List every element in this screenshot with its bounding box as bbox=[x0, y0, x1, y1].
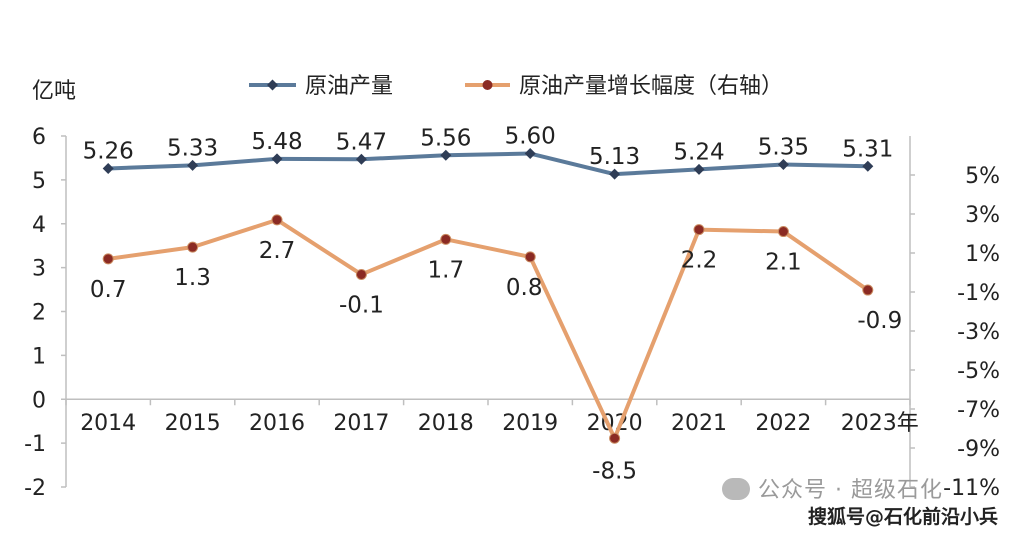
production-data-label: 5.56 bbox=[420, 125, 471, 151]
legend-production-label: 原油产量 bbox=[305, 74, 393, 99]
left-axis-unit: 亿吨 bbox=[32, 79, 76, 104]
growth-data-label: 2.2 bbox=[681, 248, 718, 274]
production-data-label: 5.33 bbox=[167, 135, 218, 161]
watermark-line2: 搜狐号@石化前沿小兵 bbox=[808, 506, 999, 528]
production-point bbox=[693, 163, 705, 175]
series-layer: 5.26 5.33 5.48 5.47 5.56 5.60 5.13 5.24 5.35 5.31… bbox=[83, 124, 903, 485]
production-data-label: 5.24 bbox=[673, 139, 724, 165]
production-point bbox=[862, 160, 874, 172]
growth-data-label: -0.1 bbox=[339, 292, 384, 318]
x-tick-label: 2014 bbox=[80, 411, 136, 436]
x-tick-label: 2015 bbox=[165, 411, 221, 436]
watermark-line1: 公众号 · 超级石化 bbox=[722, 472, 943, 504]
growth-data-label: 0.8 bbox=[506, 275, 543, 301]
x-tick-label: 2021 bbox=[671, 411, 727, 436]
growth-point bbox=[693, 224, 705, 236]
growth-point bbox=[102, 253, 114, 265]
x-tick-label: 2018 bbox=[418, 411, 474, 436]
x-tick-label: 2016 bbox=[249, 411, 305, 436]
left-tick-label: -2 bbox=[24, 476, 46, 501]
growth-point bbox=[524, 251, 536, 263]
x-tick-label: 2022 bbox=[755, 411, 811, 436]
growth-point bbox=[609, 432, 621, 444]
x-tick-label: 2020 bbox=[587, 411, 643, 436]
production-data-label: 5.31 bbox=[842, 136, 893, 162]
left-tick-label: 2 bbox=[32, 301, 46, 326]
production-data-label: 5.35 bbox=[758, 135, 809, 161]
wechat-icon bbox=[722, 478, 750, 500]
growth-data-label: -8.5 bbox=[592, 458, 637, 484]
production-data-label: 5.47 bbox=[336, 129, 387, 155]
right-tick-label: -7% bbox=[957, 398, 1000, 423]
growth-point bbox=[271, 214, 283, 226]
x-tick-label: 2019 bbox=[502, 411, 558, 436]
growth-data-label: 1.3 bbox=[174, 265, 211, 291]
right-tick-label: 3% bbox=[965, 203, 1000, 228]
production-point bbox=[440, 149, 452, 161]
production-line bbox=[108, 151, 868, 177]
left-tick-label: 6 bbox=[32, 125, 46, 150]
legend-production-marker bbox=[267, 79, 278, 91]
production-point bbox=[355, 153, 367, 165]
right-tick-label: -5% bbox=[957, 359, 1000, 384]
x-tick-label: 2017 bbox=[333, 411, 389, 436]
growth-data-label: 1.7 bbox=[428, 257, 465, 283]
growth-point bbox=[440, 233, 452, 245]
production-point bbox=[102, 162, 114, 174]
legend-growth-label: 原油产量增长幅度（右轴） bbox=[519, 74, 783, 99]
right-tick-label: 1% bbox=[965, 242, 1000, 267]
left-tick-label: 1 bbox=[32, 344, 46, 369]
left-tick-label: 0 bbox=[32, 388, 46, 413]
right-tick-label: -1% bbox=[957, 281, 1000, 306]
left-tick-label: 5 bbox=[32, 169, 46, 194]
growth-data-label: 2.1 bbox=[765, 250, 802, 276]
growth-point bbox=[355, 268, 367, 280]
growth-point bbox=[777, 226, 789, 238]
production-data-label: 5.48 bbox=[251, 129, 302, 155]
production-point bbox=[609, 168, 621, 180]
right-tick-label: 5% bbox=[965, 164, 1000, 189]
growth-data-label: 0.7 bbox=[90, 277, 127, 303]
left-tick-label: -1 bbox=[24, 432, 46, 457]
production-point bbox=[777, 159, 789, 171]
right-tick-label: -11% bbox=[943, 476, 1000, 501]
legend-growth-marker bbox=[482, 80, 493, 90]
growth-data-label: 2.7 bbox=[259, 238, 296, 264]
production-point bbox=[524, 148, 536, 160]
growth-point bbox=[187, 241, 199, 253]
x-tick-label: 2023年 bbox=[841, 411, 919, 436]
watermark-text1: 公众号 · 超级石化 bbox=[758, 478, 943, 503]
production-data-label: 5.60 bbox=[505, 124, 556, 150]
production-data-label: 5.13 bbox=[589, 144, 640, 170]
right-tick-label: -9% bbox=[957, 437, 1000, 462]
growth-line bbox=[107, 217, 869, 441]
right-tick-label: -3% bbox=[957, 320, 1000, 345]
left-tick-label: 3 bbox=[32, 257, 46, 282]
axes: -2 -1 0 1 2 3 4 5 6 -11% -9% -7% -5% -3% -1% 1% 3% 5% 2014… bbox=[24, 79, 1000, 501]
legend: 原油产量 原油产量增长幅度（右轴） bbox=[249, 74, 783, 99]
growth-point bbox=[862, 284, 874, 296]
growth-data-label: -0.9 bbox=[857, 308, 902, 334]
left-tick-label: 4 bbox=[32, 213, 46, 238]
production-data-label: 5.26 bbox=[83, 138, 134, 164]
production-point bbox=[187, 159, 199, 171]
production-point bbox=[271, 153, 283, 165]
